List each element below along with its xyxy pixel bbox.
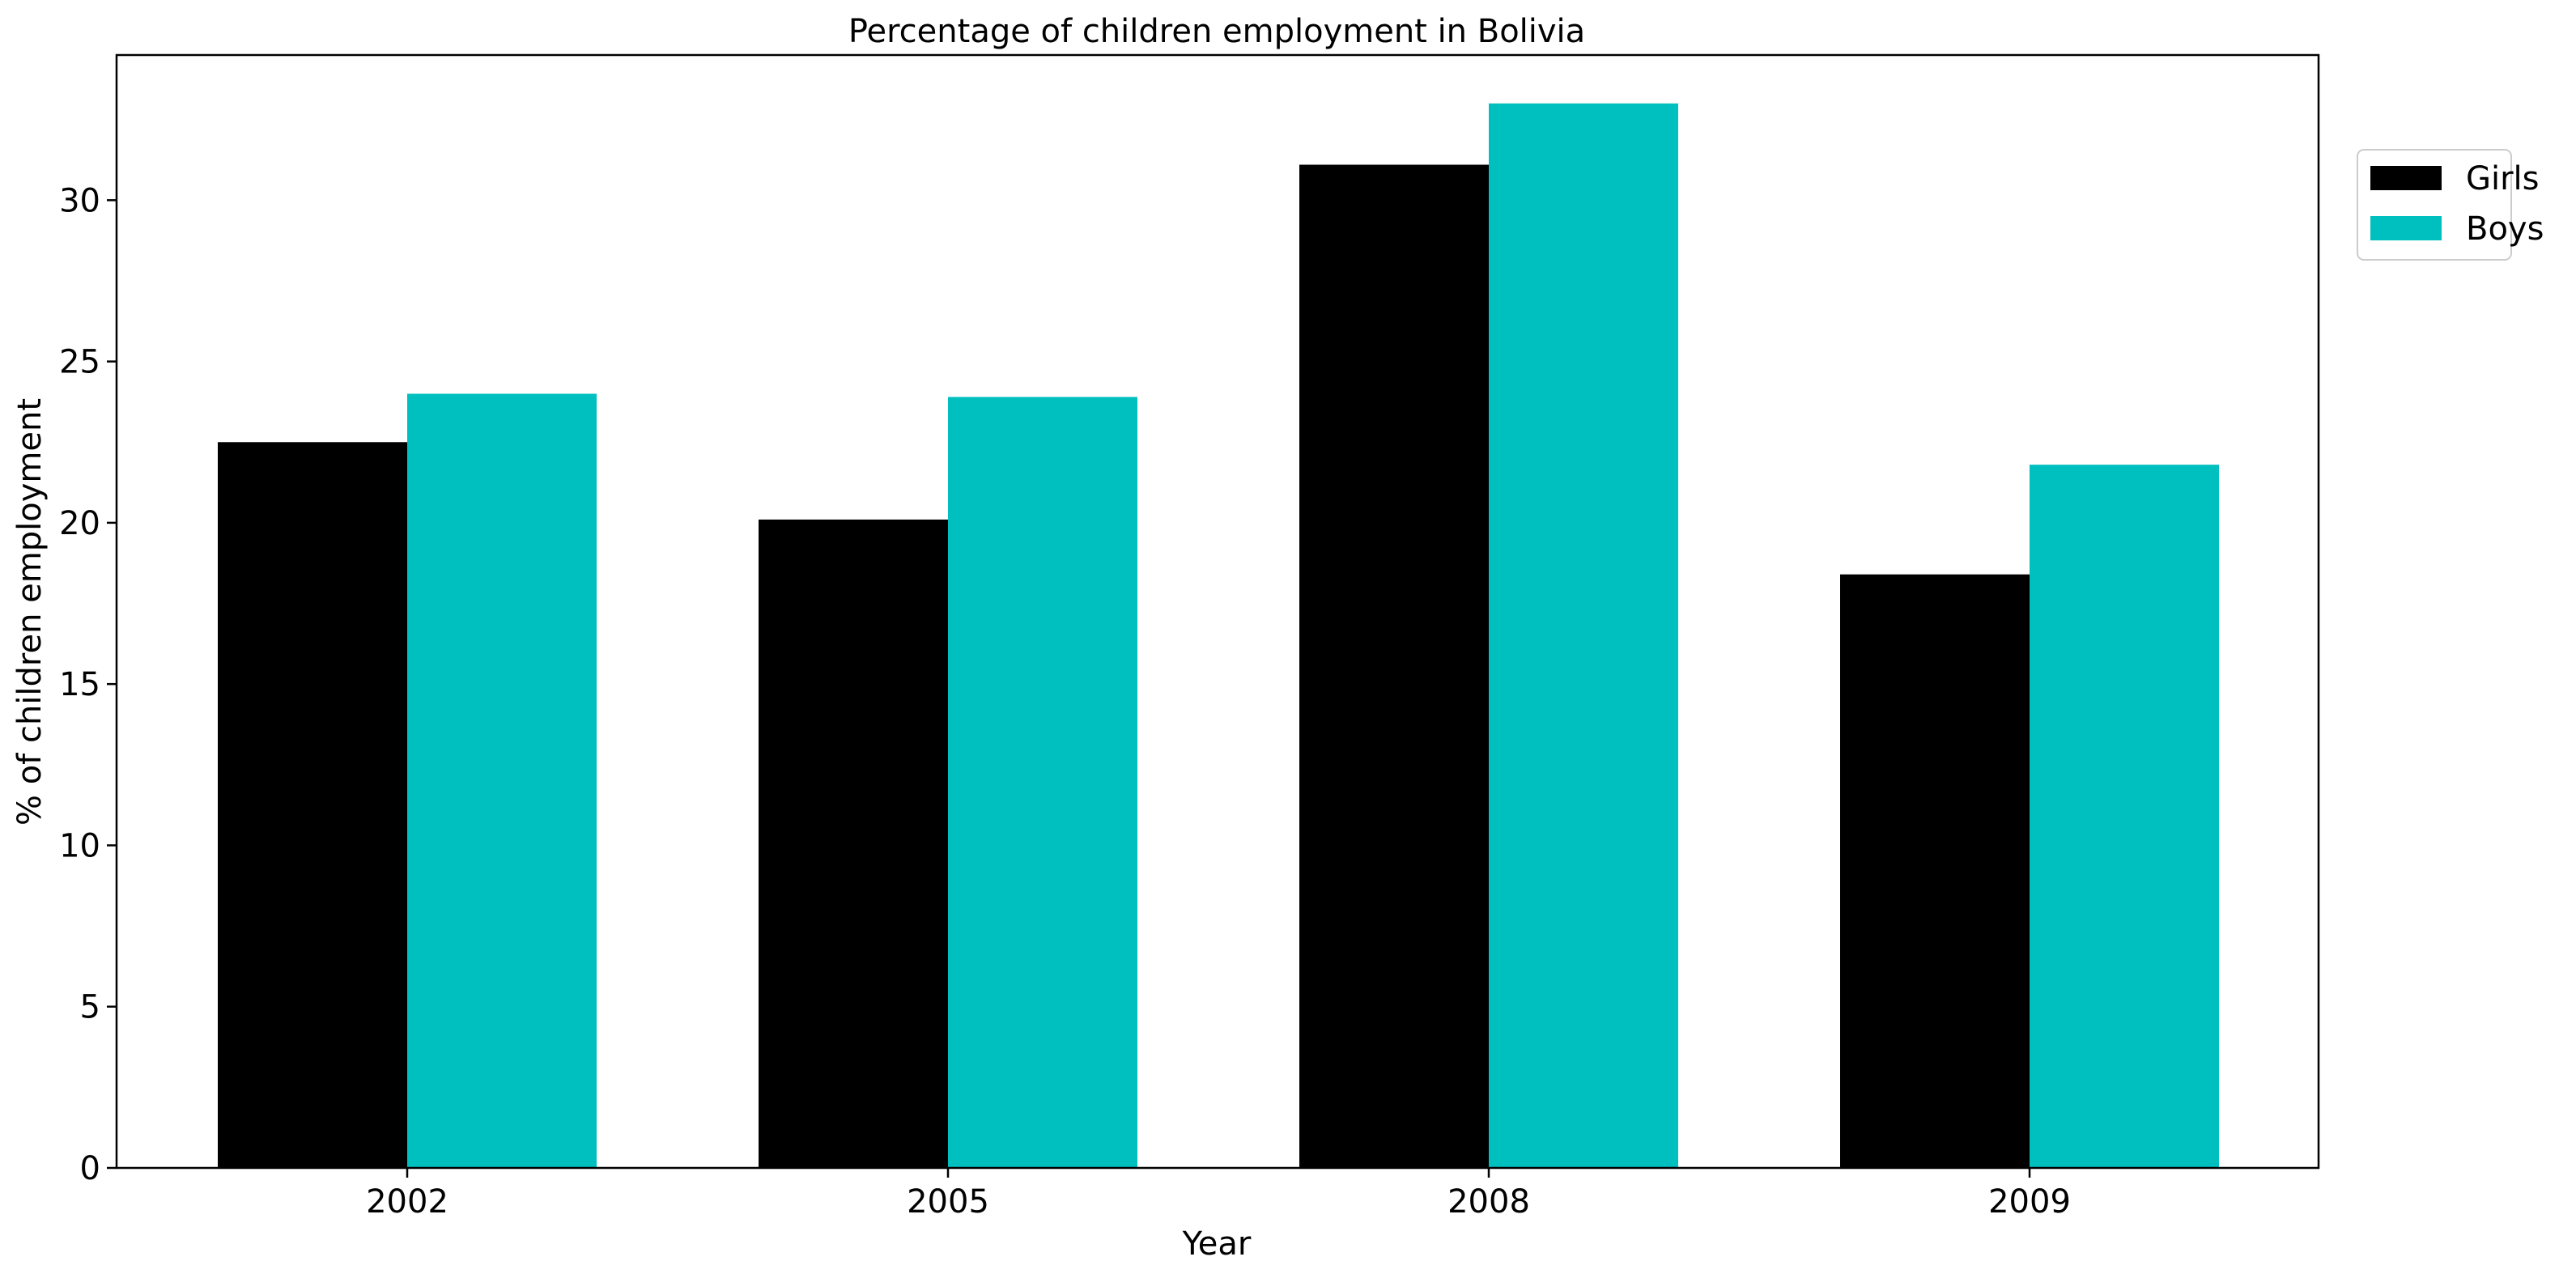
y-axis-ticks: 0 5 10 15 20 25 30 [59,182,117,1187]
legend-label-boys: Boys [2466,210,2544,248]
y-tick-label: 15 [59,666,100,703]
x-tick-label: 2008 [1447,1183,1530,1221]
legend-label-girls: Girls [2466,160,2540,197]
bar-girls-2002 [218,442,407,1168]
x-axis-label: Year [1182,1225,1252,1263]
y-axis-label: % of children employment [11,398,49,826]
bar-boys-2005 [948,397,1137,1169]
legend: Girls Boys [2357,149,2544,261]
x-tick-label: 2005 [907,1183,989,1221]
x-tick-label: 2009 [1988,1183,2071,1221]
y-tick-label: 5 [80,989,100,1026]
y-tick-label: 0 [80,1150,100,1187]
y-tick-label: 25 [59,344,100,381]
x-axis-ticks: 2002 2005 2008 2009 [366,1168,2071,1221]
bar-boys-2009 [2030,465,2219,1168]
y-tick-label: 10 [59,827,100,864]
bar-boys-2008 [1489,103,1678,1169]
y-tick-label: 30 [59,182,100,219]
bar-girls-2009 [1840,574,2030,1168]
legend-swatch-girls [2370,166,2442,190]
x-tick-label: 2002 [366,1183,448,1221]
y-tick-label: 20 [59,505,100,542]
bar-girls-2005 [759,519,948,1168]
bar-girls-2008 [1299,164,1489,1169]
bar-boys-2002 [407,393,597,1168]
chart-title: Percentage of children employment in Bol… [848,13,1585,50]
plot-frame [115,53,2320,1170]
bars [218,103,2219,1169]
legend-swatch-boys [2370,216,2442,240]
